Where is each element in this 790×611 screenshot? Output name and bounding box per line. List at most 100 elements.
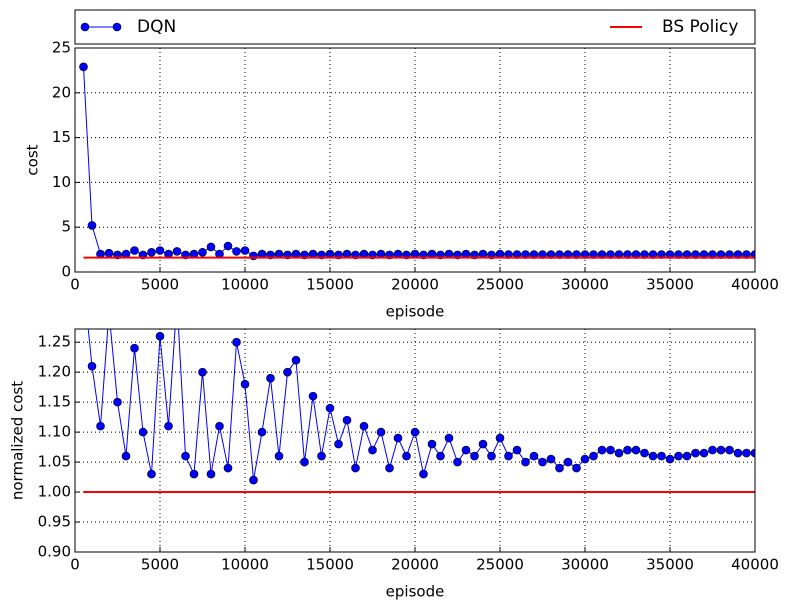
point [223,241,233,251]
point [461,445,471,455]
point [699,448,709,458]
point [708,445,717,455]
point [189,469,199,479]
x-tick-label: 25000 [476,276,524,294]
point [138,427,148,437]
point [266,373,275,383]
point [538,457,547,467]
point [147,247,156,257]
point [648,451,658,461]
point [546,454,556,464]
point [521,457,530,467]
point [240,379,250,389]
x-axis-label: episode [386,583,445,601]
point [631,445,641,455]
point [317,451,326,461]
point [563,457,573,467]
point [232,247,241,256]
y-axis-label: cost [24,144,42,175]
point [623,445,632,455]
x-tick-label: 0 [70,276,80,294]
x-tick-label: 10000 [221,276,269,294]
point [504,451,513,461]
point [291,355,301,365]
point [657,451,666,461]
point [79,62,88,72]
point [283,367,292,377]
point [240,246,250,255]
x-tick-label: 15000 [306,276,354,294]
point [580,454,590,464]
point [308,391,318,401]
y-tick-label: 25 [52,39,71,57]
legend-box [74,9,756,45]
x-tick-label: 20000 [391,556,439,574]
legend-label: BS Policy [662,17,738,37]
point [173,296,181,304]
point [206,469,216,479]
y-tick-label: 1.10 [38,423,71,441]
point [733,448,743,458]
point [87,361,97,371]
point [640,448,649,458]
point [257,427,267,437]
x-axis-label: episode [386,303,445,321]
x-tick-label: 5000 [141,556,179,574]
y-tick-label: 1.00 [38,483,71,501]
legend-marker [80,22,90,32]
point [249,251,258,261]
point [198,247,207,257]
point [351,463,360,473]
y-tick-label: 0.90 [38,543,71,561]
legend-label: DQN [137,17,176,37]
point [274,451,284,461]
point [674,451,683,461]
point [96,421,105,431]
point [470,451,479,461]
point [87,221,97,230]
x-tick-label: 30000 [561,556,609,574]
point [444,433,454,443]
point [682,451,692,461]
point [750,250,755,259]
point [249,475,258,485]
x-tick-label: 30000 [561,276,609,294]
point [359,421,369,431]
point [155,331,165,341]
point [300,457,309,467]
point [121,451,131,461]
point [750,448,755,458]
point [325,403,335,413]
y-tick-label: 1.20 [38,363,71,381]
point [147,469,156,479]
point [742,448,751,458]
point [104,248,114,258]
point [512,445,522,455]
plot-frame [74,47,756,273]
point [215,421,224,431]
point [572,463,581,473]
y-tick-label: 1.15 [38,393,71,411]
x-tick-label: 20000 [391,276,439,294]
x-tick-label: 10000 [221,556,269,574]
point [614,448,624,458]
point [716,445,726,455]
x-tick-label: 35000 [646,556,694,574]
point [691,448,700,458]
point [597,445,607,455]
point [478,439,488,449]
point [725,445,734,455]
y-tick-label: 20 [52,83,71,101]
point [368,445,377,455]
point [130,246,139,255]
plot-frame [74,328,756,553]
y-tick-label: 1.25 [38,333,71,351]
point [427,439,437,449]
point [80,278,88,286]
point [376,427,386,437]
point [385,463,394,473]
point [164,421,173,431]
y-tick-label: 15 [52,128,71,146]
point [589,451,598,461]
